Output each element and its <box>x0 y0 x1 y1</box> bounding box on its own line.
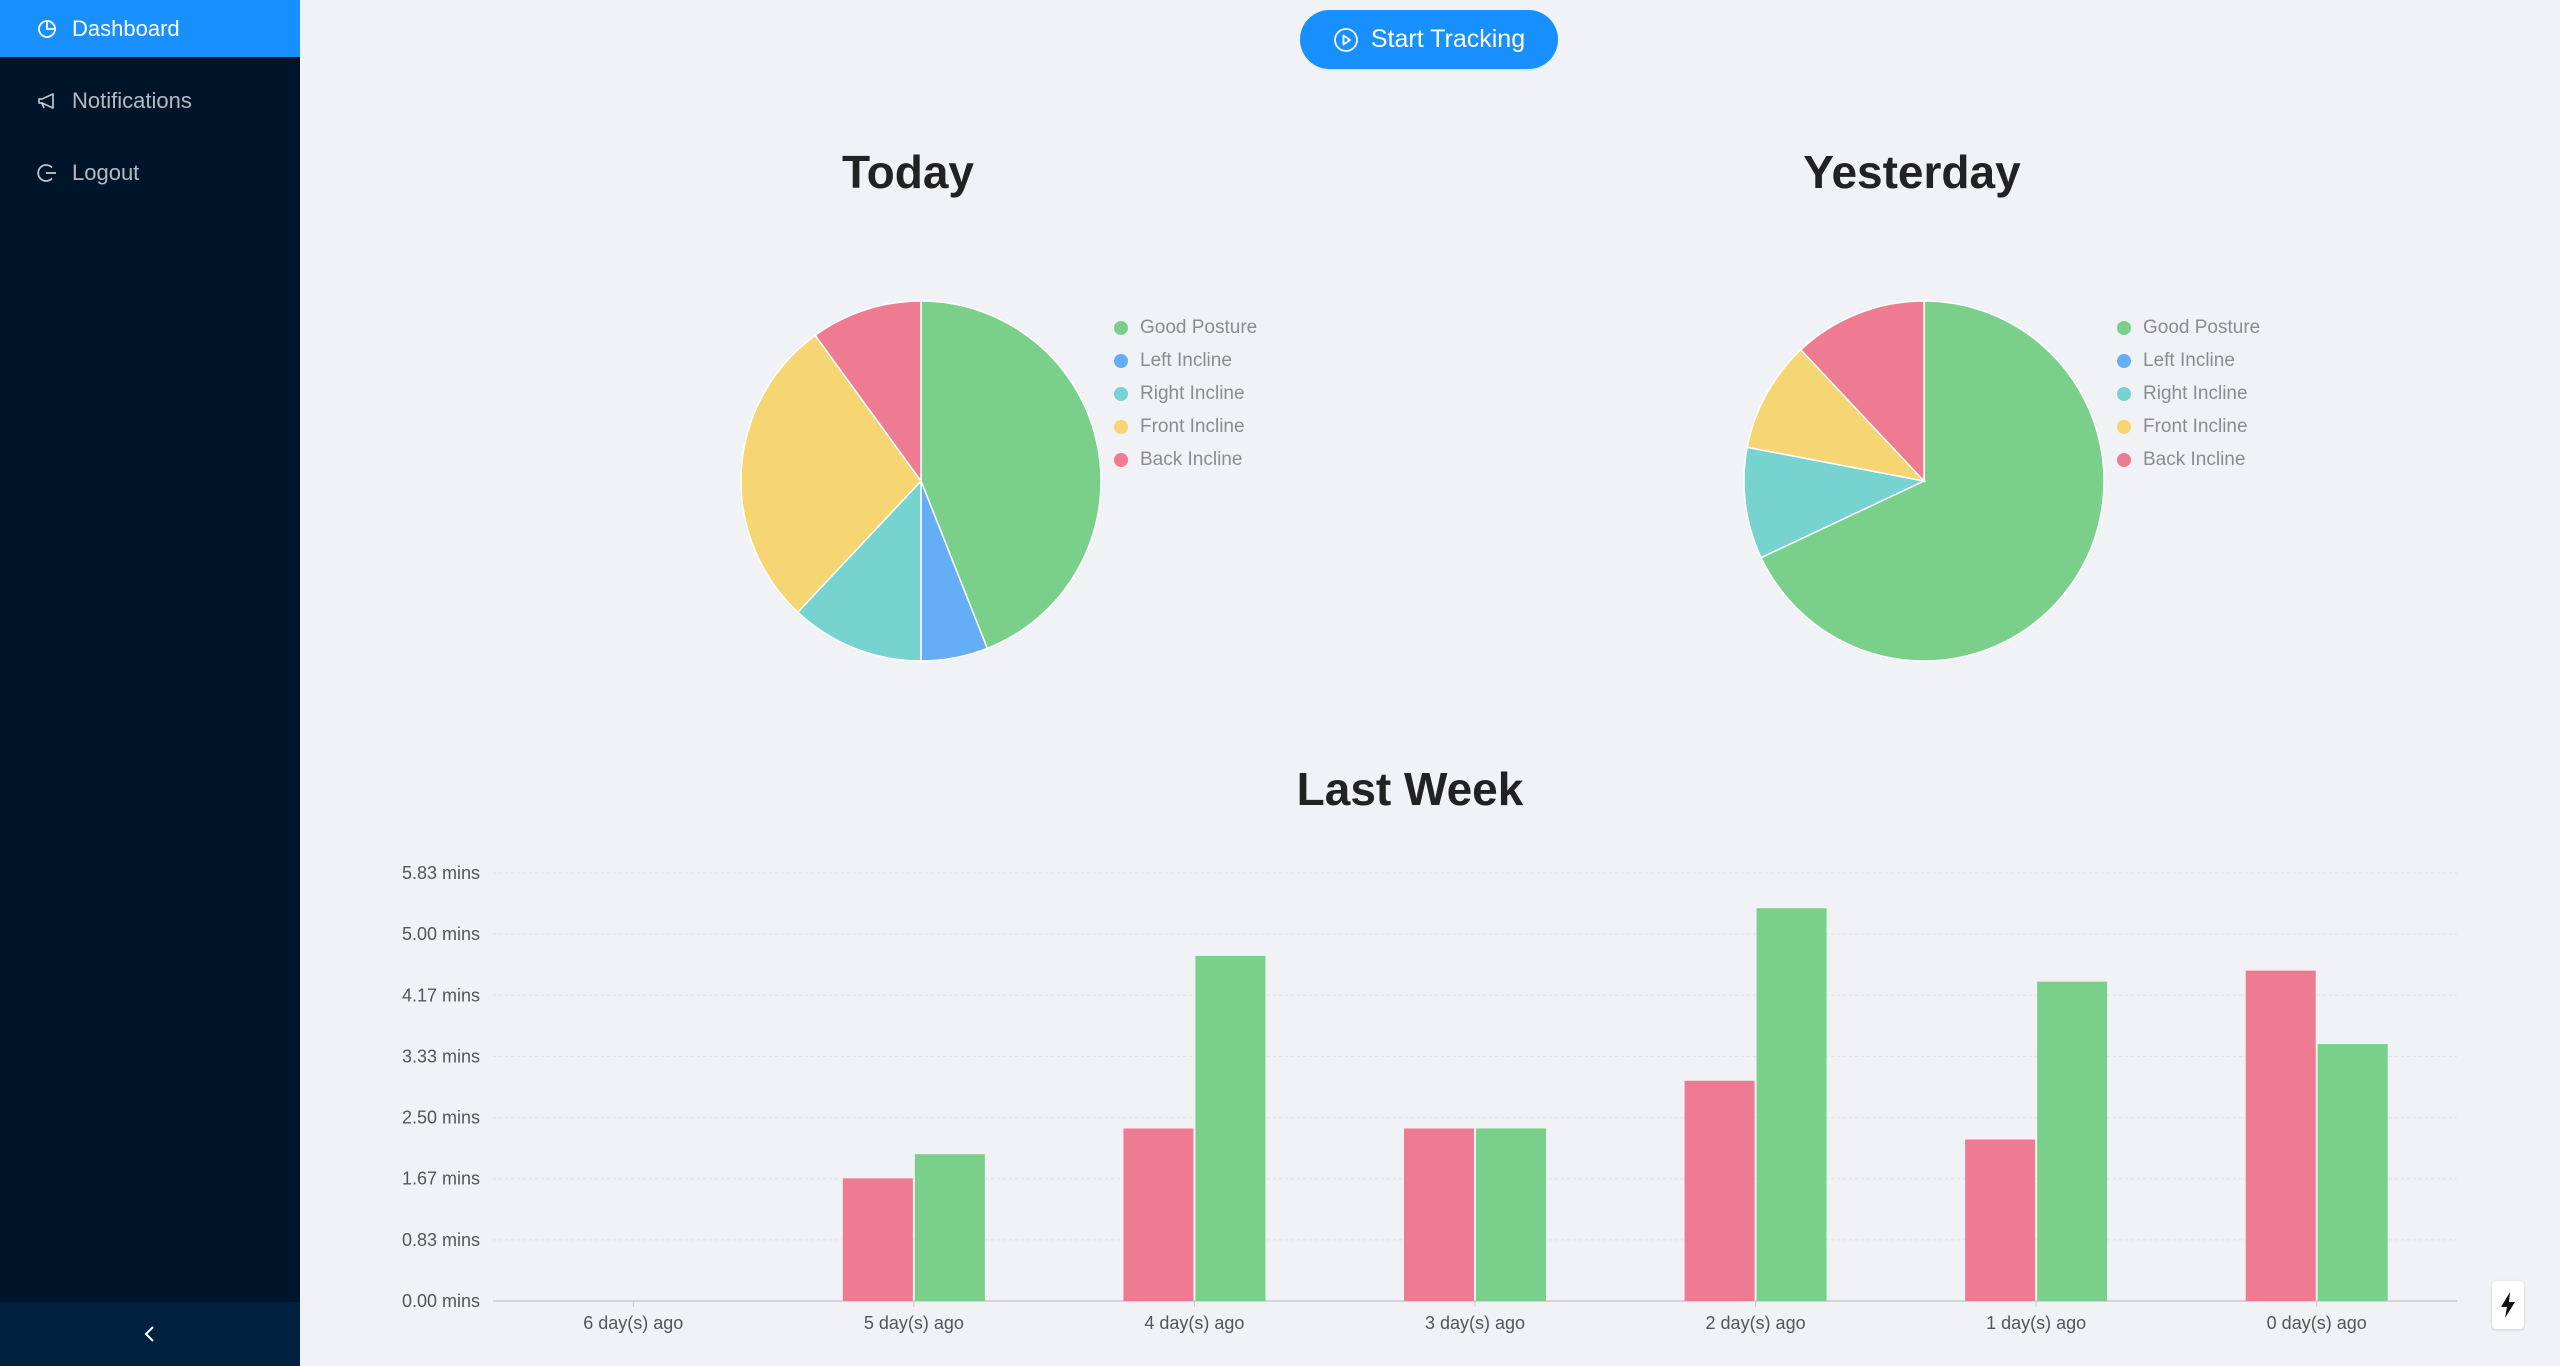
sidebar-item-label: Notifications <box>72 87 192 113</box>
y-tick-label: 4.17 mins <box>402 985 480 1005</box>
y-tick-label: 5.83 mins <box>402 863 480 883</box>
yesterday-legend: Good Posture Left Incline Right Incline Fro… <box>2117 311 2260 476</box>
sidebar-item-dashboard[interactable]: Dashboard <box>0 0 300 57</box>
today-title: Today <box>841 146 975 198</box>
legend-label: Right Incline <box>2143 382 2248 404</box>
today-slice-good-posture <box>920 300 1102 650</box>
start-tracking-label: Start Tracking <box>1370 25 1526 53</box>
y-tick-label: 1.67 mins <box>402 1169 480 1189</box>
yesterday-slice-front-incline <box>1746 348 1927 483</box>
legend-dot <box>1114 320 1128 335</box>
today-slice-front-incline <box>740 334 922 614</box>
today-legend-item-good-posture[interactable]: Good Posture <box>1114 311 1257 344</box>
yesterday-pie-chart <box>1743 300 2105 662</box>
play-circle-icon <box>1333 27 1359 53</box>
yesterday-legend-item-front-incline[interactable]: Front Incline <box>2117 410 2260 443</box>
dashboard-icon <box>36 18 58 40</box>
bar-green-1-day-s-ago <box>2037 981 2108 1301</box>
today-legend-item-left-incline[interactable]: Left Incline <box>1114 344 1257 377</box>
logout-icon <box>36 162 58 184</box>
lightning-icon <box>2501 1292 2515 1318</box>
today-legend-item-right-incline[interactable]: Right Incline <box>1114 377 1257 410</box>
legend-dot <box>1114 419 1128 434</box>
bar-green-2-day-s-ago <box>1756 908 1827 1301</box>
y-tick-label: 0.83 mins <box>402 1230 480 1250</box>
y-tick-label: 5.00 mins <box>402 924 480 944</box>
legend-label: Left Incline <box>1140 349 1232 371</box>
x-tick-label: 3 day(s) ago <box>1425 1313 1525 1333</box>
legend-label: Back Incline <box>1140 448 1243 470</box>
x-tick-label: 4 day(s) ago <box>1144 1313 1244 1333</box>
x-tick-label: 5 day(s) ago <box>864 1313 964 1333</box>
legend-dot <box>2117 353 2131 368</box>
x-tick-label: 1 day(s) ago <box>1986 1313 2086 1333</box>
legend-label: Left Incline <box>2143 349 2235 371</box>
x-tick-label: 2 day(s) ago <box>1706 1313 1806 1333</box>
yesterday-legend-item-right-incline[interactable]: Right Incline <box>2117 377 2260 410</box>
sidebar-item-label: Logout <box>72 159 140 185</box>
today-pie-chart <box>740 300 1102 662</box>
bar-green-5-day-s-ago <box>914 1154 985 1301</box>
today-legend: Good Posture Left Incline Right Incline Fro… <box>1114 311 1257 476</box>
bar-pink-5-day-s-ago <box>842 1178 913 1301</box>
legend-label: Back Incline <box>2143 448 2246 470</box>
yesterday-slice-right-incline <box>1743 446 1927 559</box>
bar-green-0-day-s-ago <box>2317 1044 2388 1301</box>
yesterday-slice-back-incline <box>1799 300 1925 483</box>
legend-dot <box>1114 353 1128 368</box>
today-legend-item-front-incline[interactable]: Front Incline <box>1114 410 1257 443</box>
sidebar: Dashboard Notifications Logout <box>0 0 300 1366</box>
bar-pink-0-day-s-ago <box>2245 970 2316 1301</box>
last-week-bar-chart: 0.00 mins 0.83 mins 1.67 mins 2.50 mins 3.33… <box>402 863 2457 1333</box>
today-legend-item-back-incline[interactable]: Back Incline <box>1114 443 1257 476</box>
sidebar-collapse-button[interactable] <box>0 1302 300 1366</box>
last-week-title: Last Week <box>1296 763 1524 815</box>
today-slice-back-incline <box>814 300 922 484</box>
bar-green-4-day-s-ago <box>1195 955 1266 1301</box>
today-slice-right-incline <box>796 479 922 662</box>
x-tick-label: 0 day(s) ago <box>2267 1313 2367 1333</box>
y-tick-label: 2.50 mins <box>402 1108 480 1128</box>
y-tick-label: 0.00 mins <box>402 1291 480 1311</box>
sidebar-item-logout[interactable]: Logout <box>0 144 300 201</box>
chevron-left-icon <box>144 1326 154 1342</box>
yesterday-slice-good-posture <box>1760 300 2105 662</box>
bar-green-3-day-s-ago <box>1476 1128 1546 1301</box>
legend-dot <box>2117 386 2131 401</box>
legend-label: Front Incline <box>2143 415 2248 437</box>
yesterday-legend-item-left-incline[interactable]: Left Incline <box>2117 344 2260 377</box>
bar-pink-4-day-s-ago <box>1123 1128 1194 1301</box>
legend-label: Front Incline <box>1140 415 1245 437</box>
bar-pink-2-day-s-ago <box>1684 1080 1755 1301</box>
legend-dot <box>2117 452 2131 467</box>
legend-label: Good Posture <box>1140 316 1258 338</box>
sidebar-item-label: Dashboard <box>72 15 180 41</box>
yesterday-title: Yesterday <box>1803 146 2021 198</box>
bar-pink-3-day-s-ago <box>1404 1128 1474 1301</box>
legend-label: Right Incline <box>1140 382 1245 404</box>
lightning-button[interactable] <box>2492 1281 2524 1329</box>
legend-dot <box>2117 419 2131 434</box>
megaphone-icon <box>36 90 58 112</box>
legend-label: Good Posture <box>2143 316 2261 338</box>
yesterday-legend-item-back-incline[interactable]: Back Incline <box>2117 443 2260 476</box>
y-tick-label: 3.33 mins <box>402 1046 480 1066</box>
bar-pink-1-day-s-ago <box>1965 1139 2036 1301</box>
x-tick-label: 6 day(s) ago <box>583 1313 683 1333</box>
sidebar-item-notifications[interactable]: Notifications <box>0 72 300 129</box>
legend-dot <box>2117 320 2131 335</box>
legend-dot <box>1114 386 1128 401</box>
start-tracking-button[interactable]: Start Tracking <box>1300 10 1558 69</box>
yesterday-legend-item-good-posture[interactable]: Good Posture <box>2117 311 2260 344</box>
legend-dot <box>1114 452 1128 467</box>
